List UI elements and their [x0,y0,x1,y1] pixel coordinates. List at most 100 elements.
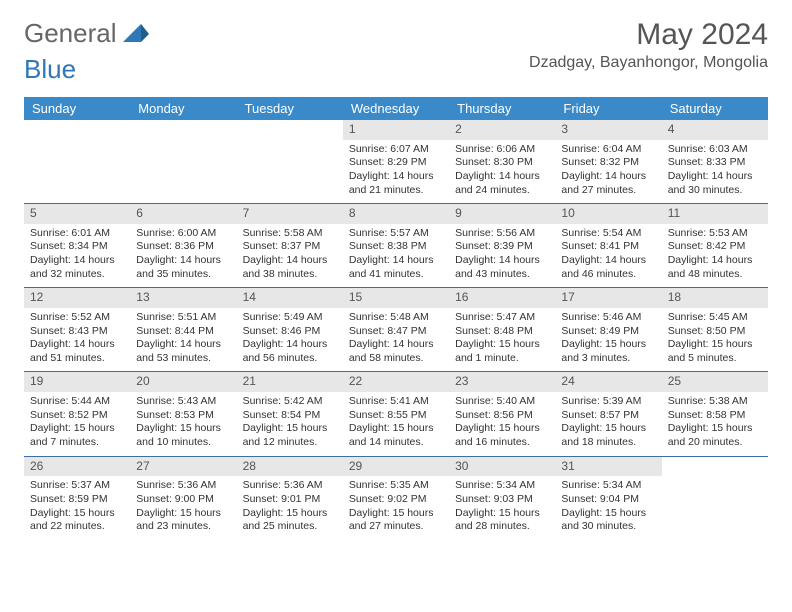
month-title: May 2024 [529,18,768,52]
sunrise-line: Sunrise: 5:34 AM [455,479,549,493]
sunset-line: Sunset: 8:57 PM [561,409,655,423]
daylight-line-1: Daylight: 14 hours [349,254,443,268]
daylight-line-2: and 18 minutes. [561,436,655,450]
sunrise-line: Sunrise: 5:44 AM [30,395,124,409]
calendar-cell: 25Sunrise: 5:38 AMSunset: 8:58 PMDayligh… [662,372,768,456]
calendar-cell [662,456,768,540]
day-number: 6 [130,204,236,224]
day-number: 16 [449,288,555,308]
calendar-cell: 10Sunrise: 5:54 AMSunset: 8:41 PMDayligh… [555,204,661,288]
daylight-line-1: Daylight: 15 hours [30,507,124,521]
sunset-line: Sunset: 8:37 PM [243,240,337,254]
daylight-line-1: Daylight: 14 hours [561,170,655,184]
calendar-cell: 20Sunrise: 5:43 AMSunset: 8:53 PMDayligh… [130,372,236,456]
sunset-line: Sunset: 8:34 PM [30,240,124,254]
calendar-cell: 31Sunrise: 5:34 AMSunset: 9:04 PMDayligh… [555,456,661,540]
sunrise-line: Sunrise: 5:49 AM [243,311,337,325]
daylight-line-2: and 25 minutes. [243,520,337,534]
sunset-line: Sunset: 8:47 PM [349,325,443,339]
sunrise-line: Sunrise: 5:52 AM [30,311,124,325]
daylight-line-2: and 41 minutes. [349,268,443,282]
calendar-cell: 6 Sunrise: 6:00 AMSunset: 8:36 PMDaylight… [130,204,236,288]
day-number: 29 [343,457,449,477]
daylight-line-2: and 16 minutes. [455,436,549,450]
day-number: 9 [449,204,555,224]
calendar-cell: 21Sunrise: 5:42 AMSunset: 8:54 PMDayligh… [237,372,343,456]
daylight-line-2: and 38 minutes. [243,268,337,282]
calendar-week: 26Sunrise: 5:37 AMSunset: 8:59 PMDayligh… [24,456,768,540]
calendar-cell: 9Sunrise: 5:56 AMSunset: 8:39 PMDaylight… [449,204,555,288]
day-number: 22 [343,372,449,392]
day-number: 19 [24,372,130,392]
day-number: 20 [130,372,236,392]
calendar-cell: 28Sunrise: 5:36 AMSunset: 9:01 PMDayligh… [237,456,343,540]
daylight-line-2: and 3 minutes. [561,352,655,366]
daylight-line-1: Daylight: 14 hours [136,254,230,268]
sunrise-line: Sunrise: 6:04 AM [561,143,655,157]
daylight-line-1: Daylight: 15 hours [243,507,337,521]
sunset-line: Sunset: 8:55 PM [349,409,443,423]
sunrise-line: Sunrise: 5:53 AM [668,227,762,241]
day-number: 24 [555,372,661,392]
sunset-line: Sunset: 9:02 PM [349,493,443,507]
calendar-header-row: SundayMondayTuesdayWednesdayThursdayFrid… [24,97,768,120]
daylight-line-1: Daylight: 15 hours [136,422,230,436]
day-number: 12 [24,288,130,308]
calendar-cell: 24Sunrise: 5:39 AMSunset: 8:57 PMDayligh… [555,372,661,456]
sunset-line: Sunset: 8:48 PM [455,325,549,339]
sunrise-line: Sunrise: 5:36 AM [136,479,230,493]
daylight-line-2: and 48 minutes. [668,268,762,282]
day-number: 27 [130,457,236,477]
daylight-line-1: Daylight: 14 hours [561,254,655,268]
daylight-line-2: and 27 minutes. [349,520,443,534]
day-number: 17 [555,288,661,308]
daylight-line-2: and 20 minutes. [668,436,762,450]
daylight-line-1: Daylight: 14 hours [243,338,337,352]
calendar-cell: 14Sunrise: 5:49 AMSunset: 8:46 PMDayligh… [237,288,343,372]
calendar-week: 19Sunrise: 5:44 AMSunset: 8:52 PMDayligh… [24,372,768,456]
daylight-line-1: Daylight: 15 hours [136,507,230,521]
daylight-line-1: Daylight: 15 hours [561,507,655,521]
sunset-line: Sunset: 8:36 PM [136,240,230,254]
sunset-line: Sunset: 8:54 PM [243,409,337,423]
sunrise-line: Sunrise: 5:37 AM [30,479,124,493]
day-header: Monday [130,97,236,120]
day-number: 28 [237,457,343,477]
calendar-week: 12Sunrise: 5:52 AMSunset: 8:43 PMDayligh… [24,288,768,372]
daylight-line-2: and 51 minutes. [30,352,124,366]
calendar-cell: 15Sunrise: 5:48 AMSunset: 8:47 PMDayligh… [343,288,449,372]
location: Dzadgay, Bayanhongor, Mongolia [529,54,768,72]
sunrise-line: Sunrise: 5:34 AM [561,479,655,493]
calendar-cell: 30Sunrise: 5:34 AMSunset: 9:03 PMDayligh… [449,456,555,540]
day-number: 11 [662,204,768,224]
sunrise-line: Sunrise: 5:56 AM [455,227,549,241]
logo-icon [123,18,149,49]
calendar-cell: 3Sunrise: 6:04 AMSunset: 8:32 PMDaylight… [555,120,661,204]
sunrise-line: Sunrise: 5:57 AM [349,227,443,241]
day-number: 21 [237,372,343,392]
day-number: 5 [24,204,130,224]
sunrise-line: Sunrise: 5:41 AM [349,395,443,409]
calendar-cell [237,120,343,204]
sunset-line: Sunset: 9:01 PM [243,493,337,507]
sunrise-line: Sunrise: 5:48 AM [349,311,443,325]
sunset-line: Sunset: 8:53 PM [136,409,230,423]
calendar-week: 5Sunrise: 6:01 AMSunset: 8:34 PMDaylight… [24,204,768,288]
calendar-cell: 1Sunrise: 6:07 AMSunset: 8:29 PMDaylight… [343,120,449,204]
calendar-table: SundayMondayTuesdayWednesdayThursdayFrid… [24,97,768,540]
day-number: 8 [343,204,449,224]
sunset-line: Sunset: 8:56 PM [455,409,549,423]
daylight-line-1: Daylight: 14 hours [668,170,762,184]
sunrise-line: Sunrise: 5:39 AM [561,395,655,409]
day-number: 18 [662,288,768,308]
sunrise-line: Sunrise: 5:54 AM [561,227,655,241]
daylight-line-2: and 43 minutes. [455,268,549,282]
daylight-line-2: and 56 minutes. [243,352,337,366]
daylight-line-1: Daylight: 15 hours [561,338,655,352]
day-header: Thursday [449,97,555,120]
daylight-line-2: and 35 minutes. [136,268,230,282]
daylight-line-1: Daylight: 14 hours [136,338,230,352]
sunset-line: Sunset: 9:00 PM [136,493,230,507]
day-number: 3 [555,120,661,140]
sunrise-line: Sunrise: 6:00 AM [136,227,230,241]
